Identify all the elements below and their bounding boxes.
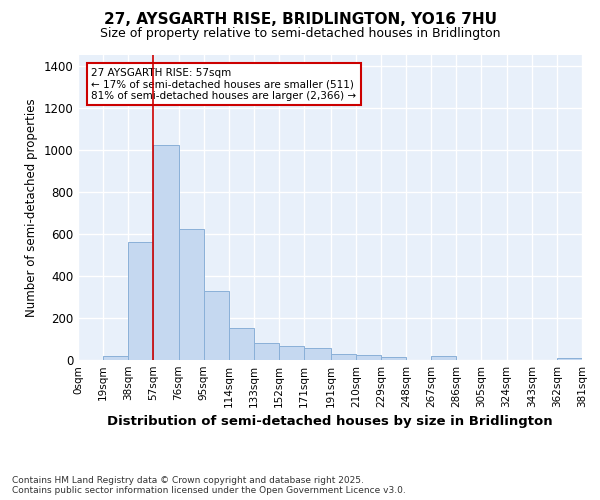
Bar [103,356,128,360]
Bar [279,346,304,360]
Bar [203,290,229,360]
Y-axis label: Number of semi-detached properties: Number of semi-detached properties [25,98,38,317]
Bar [179,228,203,360]
Bar [381,357,406,360]
Bar [254,343,279,360]
Bar [128,242,154,360]
X-axis label: Distribution of semi-detached houses by size in Bridlington: Distribution of semi-detached houses by … [107,416,553,428]
Bar [557,358,582,360]
Bar [304,348,331,360]
Bar [154,146,179,360]
Text: Size of property relative to semi-detached houses in Bridlington: Size of property relative to semi-detach… [100,28,500,40]
Text: 27 AYSGARTH RISE: 57sqm
← 17% of semi-detached houses are smaller (511)
81% of s: 27 AYSGARTH RISE: 57sqm ← 17% of semi-de… [91,68,356,101]
Bar [356,354,381,360]
Bar [331,354,356,360]
Bar [229,328,254,360]
Bar [431,356,457,360]
Text: 27, AYSGARTH RISE, BRIDLINGTON, YO16 7HU: 27, AYSGARTH RISE, BRIDLINGTON, YO16 7HU [104,12,497,28]
Text: Contains HM Land Registry data © Crown copyright and database right 2025.
Contai: Contains HM Land Registry data © Crown c… [12,476,406,495]
